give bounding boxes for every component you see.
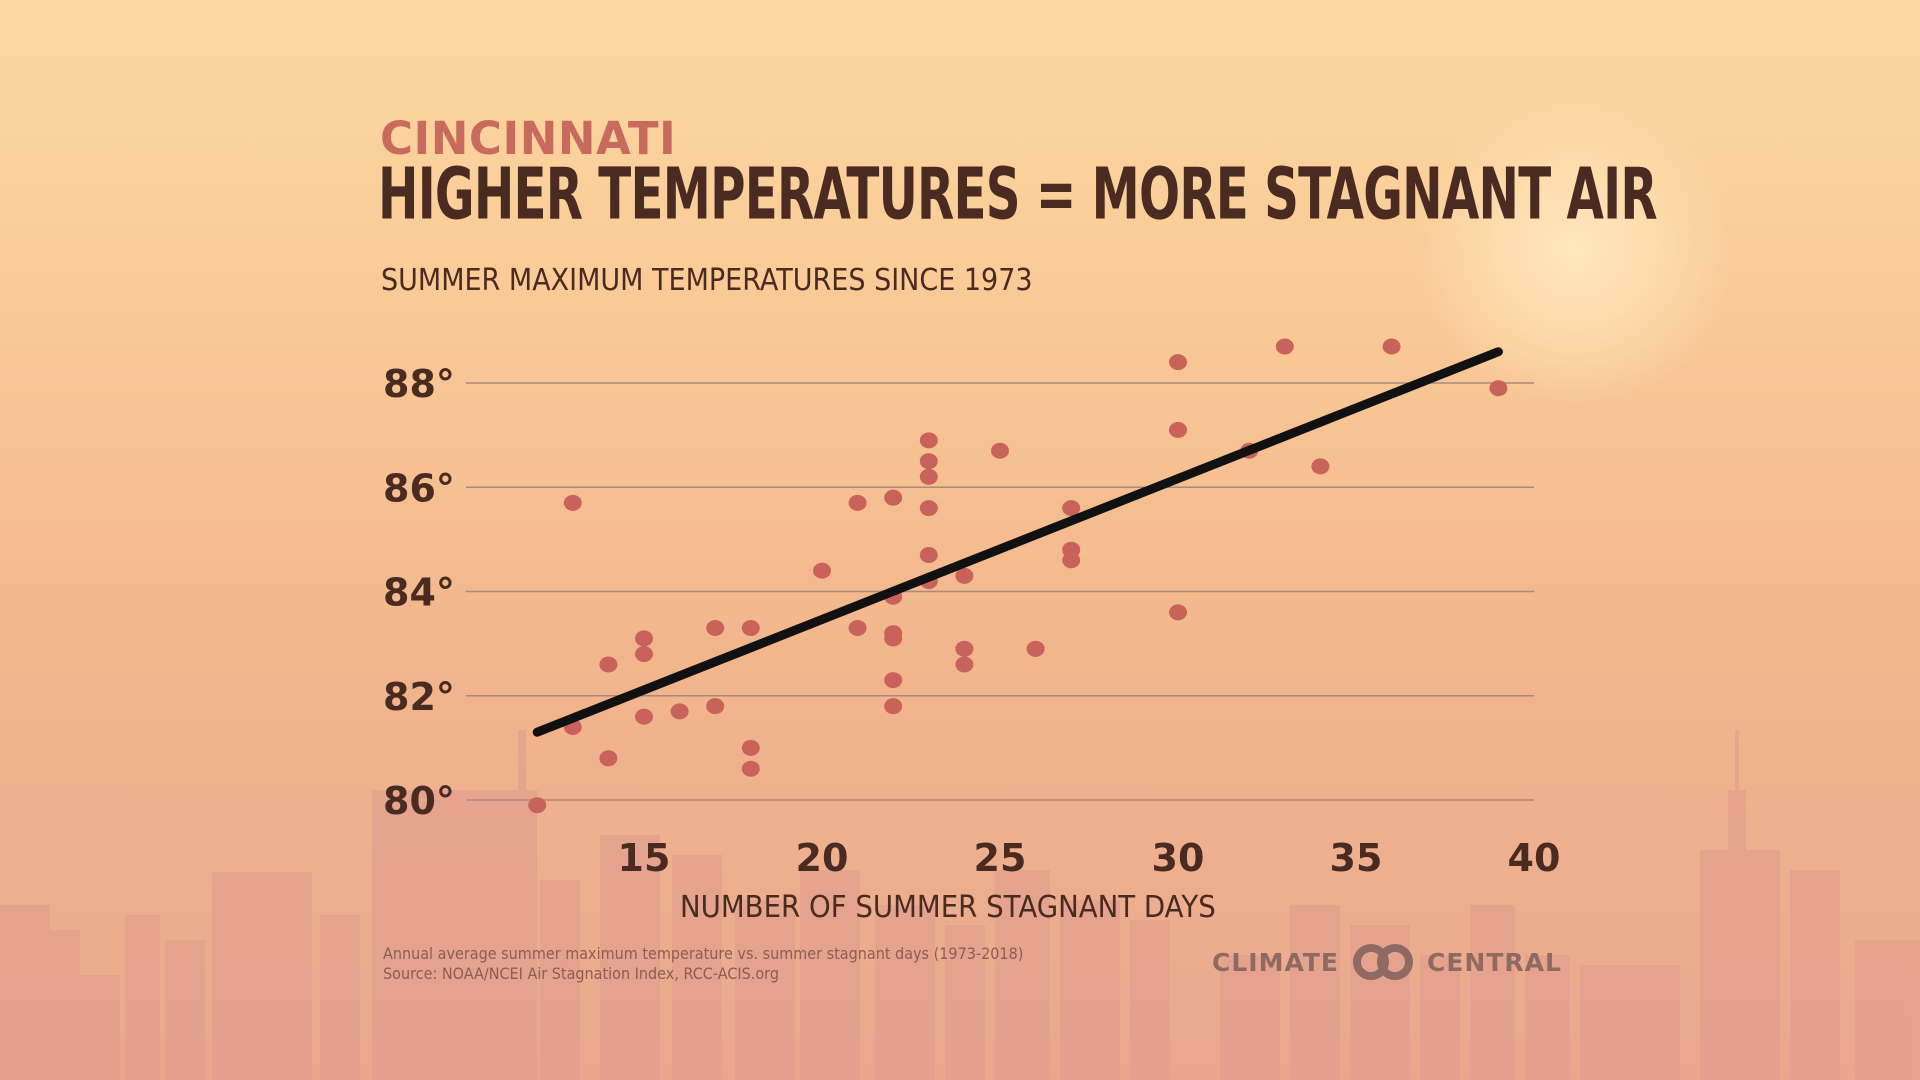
data-point <box>706 619 725 636</box>
data-point <box>991 442 1009 459</box>
data-point <box>599 750 618 767</box>
data-point <box>919 453 938 470</box>
y-tick-label: 82° <box>383 675 455 719</box>
data-point <box>955 640 974 657</box>
data-point <box>635 708 653 725</box>
x-axis-label: NUMBER OF SUMMER STAGNANT DAYS <box>680 890 1216 925</box>
data-point <box>528 797 547 814</box>
data-point <box>741 739 760 756</box>
city-title: CINCINNATI <box>380 112 677 165</box>
logo-text-right: CENTRAL <box>1427 947 1562 977</box>
data-point <box>741 760 760 777</box>
data-point <box>1026 640 1045 657</box>
data-point <box>706 698 725 715</box>
data-point <box>1062 500 1081 517</box>
data-point <box>1062 552 1081 569</box>
chart-note: Annual average summer maximum temperatur… <box>383 944 1024 963</box>
data-point <box>741 619 760 636</box>
data-point <box>599 656 618 673</box>
logo-rings-icon <box>1353 944 1413 980</box>
climate-central-logo: CLIMATE CENTRAL <box>1212 942 1562 982</box>
data-point <box>884 630 903 647</box>
data-point <box>919 468 938 485</box>
chart-subtitle: SUMMER MAXIMUM TEMPERATURES SINCE 1973 <box>381 263 1033 298</box>
data-point <box>884 698 903 715</box>
data-point <box>919 547 938 564</box>
x-tick-label: 35 <box>1330 836 1383 880</box>
data-point <box>1169 354 1187 371</box>
sun-glow <box>1415 90 1735 410</box>
data-point <box>1169 604 1187 621</box>
data-point <box>1489 380 1508 397</box>
data-point <box>919 500 938 517</box>
y-tick-label: 88° <box>383 362 455 406</box>
data-point <box>1382 338 1401 355</box>
data-point <box>848 619 867 636</box>
x-tick-label: 40 <box>1508 836 1561 880</box>
y-tick-label: 84° <box>383 571 455 615</box>
x-tick-label: 15 <box>618 836 671 880</box>
source-note: Source: NOAA/NCEI Air Stagnation Index, … <box>383 964 779 983</box>
data-point <box>635 646 653 663</box>
data-point <box>563 494 582 511</box>
data-point <box>1311 458 1330 475</box>
data-point <box>848 494 867 511</box>
y-tick-label: 86° <box>383 466 455 510</box>
page-title: HIGHER TEMPERATURES = MORE STAGNANT AIR <box>378 152 1658 236</box>
x-tick-label: 30 <box>1152 836 1205 880</box>
trend-line <box>532 347 1503 737</box>
x-tick-label: 20 <box>796 836 849 880</box>
data-point <box>635 630 653 647</box>
data-point <box>884 489 903 506</box>
x-tick-label: 25 <box>974 836 1027 880</box>
logo-text-left: CLIMATE <box>1212 947 1339 977</box>
data-point <box>919 432 938 449</box>
data-point <box>1275 338 1294 355</box>
data-point <box>1169 421 1187 438</box>
data-point <box>813 562 831 579</box>
data-point <box>955 567 974 584</box>
data-point <box>670 703 689 720</box>
data-point <box>884 672 903 689</box>
y-tick-label: 80° <box>383 779 455 823</box>
data-point <box>955 656 974 673</box>
